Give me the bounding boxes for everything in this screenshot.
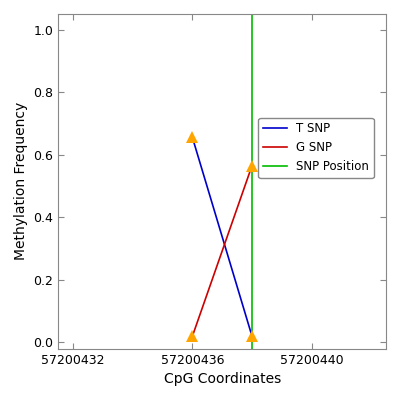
X-axis label: CpG Coordinates: CpG Coordinates (164, 372, 281, 386)
Legend: T SNP, G SNP, SNP Position: T SNP, G SNP, SNP Position (258, 118, 374, 178)
Y-axis label: Methylation Frequency: Methylation Frequency (14, 102, 28, 260)
